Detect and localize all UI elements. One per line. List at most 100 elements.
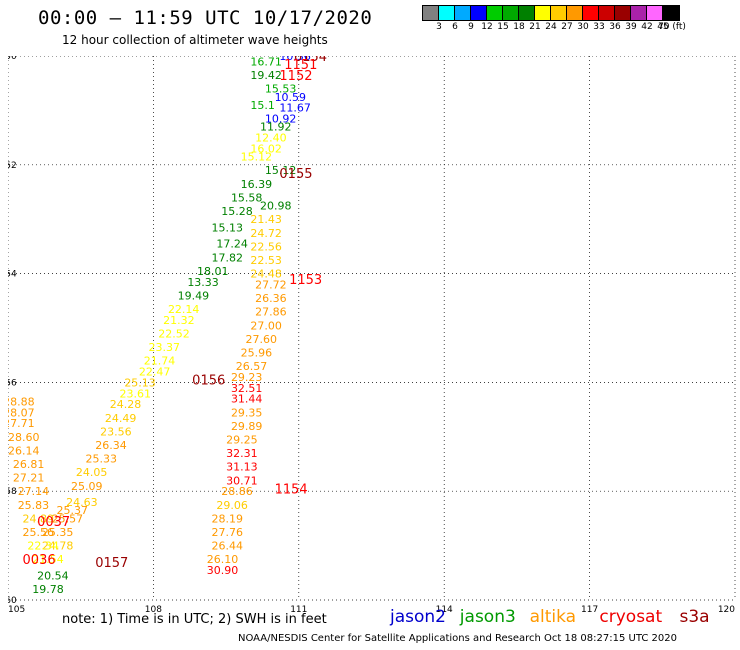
wave-height-value: 29.89 <box>231 420 262 433</box>
wave-height-value: 11.67 <box>279 102 311 115</box>
pass-time-label: 0155 <box>279 167 312 182</box>
wave-height-value: 25.96 <box>241 346 273 359</box>
wave-height-value: 21.74 <box>144 355 176 368</box>
color-swatch <box>647 6 663 20</box>
wave-height-value: 28.86 <box>221 485 253 498</box>
wave-height-value: 27.71 <box>8 417 35 430</box>
color-scale-label: 70 (ft) <box>658 22 686 32</box>
pass-time-label: 1154 <box>275 482 308 497</box>
wave-height-value: 17.24 <box>216 238 248 251</box>
wave-height-map: 105 108 111 114 117 120 -50 -52 -54 -56 -58 -60 10.3… <box>8 56 736 615</box>
legend-cryosat: cryosat <box>599 607 663 627</box>
wave-height-value: 26.14 <box>8 444 40 457</box>
wave-height-value: 24.49 <box>105 412 137 425</box>
wave-height-value: 26.36 <box>255 292 287 305</box>
credit-line: NOAA/NESDIS Center for Satellite Applica… <box>238 633 677 644</box>
wave-height-value: 28.88 <box>8 395 35 408</box>
color-swatch <box>519 6 535 20</box>
wave-height-value: 27.21 <box>13 472 45 485</box>
color-swatch <box>567 6 583 20</box>
wave-height-value: 16.39 <box>241 178 273 191</box>
page-subtitle: 12 hour collection of altimeter wave hei… <box>62 33 328 47</box>
color-swatch <box>615 6 631 20</box>
lat-tick-label: -54 <box>8 270 17 280</box>
wave-height-value: 22.34 <box>27 540 58 553</box>
pass-time-label: 0154 <box>294 56 327 65</box>
wave-height-value: 22.53 <box>250 254 281 267</box>
color-swatch <box>631 6 647 20</box>
wave-height-value: 26.44 <box>212 540 244 553</box>
pass-time-label: 1151 <box>284 58 317 73</box>
lon-tick-label: 108 <box>145 605 162 615</box>
color-swatch <box>487 6 503 20</box>
wave-height-value: 26.81 <box>13 458 45 471</box>
wave-height-value: 12.40 <box>255 132 287 145</box>
wave-height-value: 32.31 <box>226 447 258 460</box>
color-scale-label: 30 <box>577 22 589 32</box>
color-swatch <box>663 6 679 20</box>
wave-height-value: 21.43 <box>250 213 281 226</box>
legend-altika: altika <box>529 607 577 627</box>
color-swatch <box>583 6 599 20</box>
wave-height-value: 22.14 <box>168 303 200 316</box>
wave-height-value: 26.34 <box>95 439 127 452</box>
page-title: 00:00 – 11:59 UTC 10/17/2020 <box>38 7 373 29</box>
wave-height-value: 17.82 <box>212 251 244 264</box>
color-scale-label: 21 <box>529 22 541 32</box>
wave-height-value: 15.58 <box>231 191 262 204</box>
wave-height-value: 25.35 <box>42 526 74 539</box>
wave-height-value: 25.83 <box>18 499 50 512</box>
color-swatch <box>439 6 455 20</box>
wave-height-value: 10.36 <box>279 56 311 63</box>
wave-height-value: 25.56 <box>23 526 55 539</box>
wave-height-value: 31.44 <box>231 393 262 406</box>
wave-height-value: 27.60 <box>245 333 277 346</box>
wave-height-value: 27.76 <box>212 526 244 539</box>
wave-height-value: 31.13 <box>226 461 258 474</box>
wave-height-value: 21.54 <box>32 553 64 566</box>
wave-height-value: 26.10 <box>207 553 239 566</box>
lat-tick-label: -60 <box>8 596 17 606</box>
wave-height-value: 15.13 <box>212 221 244 234</box>
wave-height-value: 25.33 <box>86 453 118 466</box>
wave-height-value: 25.37 <box>56 504 88 517</box>
color-swatch <box>423 6 439 20</box>
wave-height-value: 11.92 <box>260 121 292 134</box>
color-swatch <box>471 6 487 20</box>
wave-height-value: 15.28 <box>221 205 253 218</box>
wave-height-value: 18.01 <box>197 265 229 278</box>
wave-height-value: 19.42 <box>250 69 281 82</box>
wave-height-value: 24.78 <box>42 540 74 553</box>
pass-time-label: 1153 <box>289 273 322 288</box>
wave-height-value: 27.00 <box>250 319 281 332</box>
color-scale-label: 24 <box>545 22 557 32</box>
color-scale-label: 12 <box>481 22 493 32</box>
color-swatch <box>599 6 615 20</box>
wave-height-value: 25.57 <box>52 512 83 525</box>
wave-height-value: 10.92 <box>265 113 297 126</box>
wave-height-value: 24.89 <box>23 512 55 525</box>
wave-height-value: 27.72 <box>255 278 287 291</box>
wave-height-value: 29.35 <box>231 406 262 419</box>
wave-height-value: 25.13 <box>124 376 156 389</box>
color-scale-labels: 3 6 9 12 15 18 21 24 27 30 33 36 39 42 45 70 (ft) <box>422 22 740 34</box>
lat-tick-label: -58 <box>8 487 17 497</box>
wave-height-value: 24.63 <box>66 496 98 509</box>
color-scale-label: 27 <box>561 22 573 32</box>
color-scale-bar <box>422 5 680 21</box>
wave-height-value: 23.37 <box>149 341 181 354</box>
color-swatch <box>551 6 567 20</box>
wave-height-value: 28.19 <box>212 512 244 525</box>
color-scale-label: 9 <box>468 22 474 32</box>
wave-height-value: 16.02 <box>250 142 281 155</box>
wave-height-value: 21.32 <box>163 314 195 327</box>
wave-height-value: 28.60 <box>8 431 40 444</box>
wave-height-value: 20.54 <box>37 570 69 583</box>
wave-height-value: 29.06 <box>216 499 248 512</box>
footnote: note: 1) Time is in UTC; 2) SWH is in fe… <box>62 612 327 627</box>
lon-tick-label: 120 <box>718 605 735 615</box>
wave-height-value: 15.12 <box>241 151 273 164</box>
wave-height-value: 10.59 <box>275 91 307 104</box>
wave-height-value: 15.1 <box>250 99 274 112</box>
lon-tick-label: 117 <box>581 605 598 615</box>
